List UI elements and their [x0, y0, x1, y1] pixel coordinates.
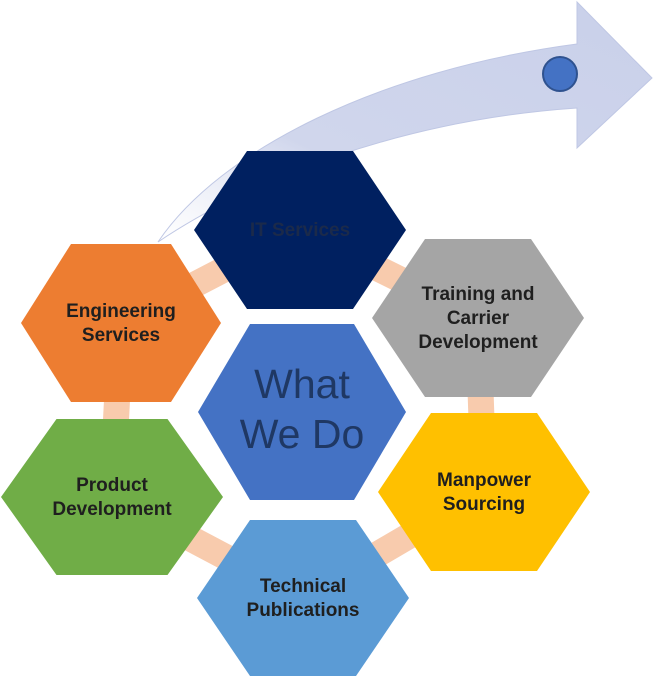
- service-ring: IT Services Training and Carrier Developmen…: [1, 151, 590, 676]
- hex-product-label-line-2: Development: [52, 499, 172, 520]
- hex-training-shape: [372, 239, 584, 397]
- arrow-dot-icon: [542, 56, 578, 92]
- hex-training-label-line-3: Development: [418, 332, 538, 353]
- hex-engineering-label-line-1: Engineering: [66, 301, 176, 322]
- hex-training-label-line-2: Carrier: [447, 308, 510, 329]
- hex-engineering-label-line-2: Services: [82, 325, 160, 346]
- hex-product: Product Development: [1, 419, 223, 575]
- hex-product-shape: [1, 419, 223, 575]
- hex-manpower-shape: [378, 413, 590, 571]
- hex-engineering-shape: [21, 244, 221, 402]
- center-label-line-1: What: [254, 361, 350, 407]
- hex-technical-label-line-1: Technical: [260, 576, 346, 597]
- center-hex-shape: [198, 324, 406, 500]
- hex-technical-label-line-2: Publications: [247, 600, 360, 621]
- hex-product-label-line-1: Product: [76, 475, 148, 496]
- center-hex: What We Do: [198, 324, 406, 500]
- hex-it: IT Services: [194, 151, 406, 309]
- center-label-line-2: We Do: [240, 411, 365, 457]
- hex-technical-shape: [197, 520, 409, 676]
- hex-it-label-line-1: IT Services: [250, 220, 350, 241]
- hex-training-label-line-1: Training and: [422, 284, 535, 305]
- hex-it-shape: [194, 151, 406, 309]
- hex-manpower-label-line-1: Manpower: [437, 470, 532, 491]
- hex-training: Training and Carrier Development: [372, 239, 584, 397]
- hex-manpower-label-line-2: Sourcing: [443, 494, 525, 515]
- hex-manpower: Manpower Sourcing: [378, 413, 590, 571]
- hex-engineering: Engineering Services: [21, 244, 221, 402]
- hex-technical: Technical Publications: [197, 520, 409, 676]
